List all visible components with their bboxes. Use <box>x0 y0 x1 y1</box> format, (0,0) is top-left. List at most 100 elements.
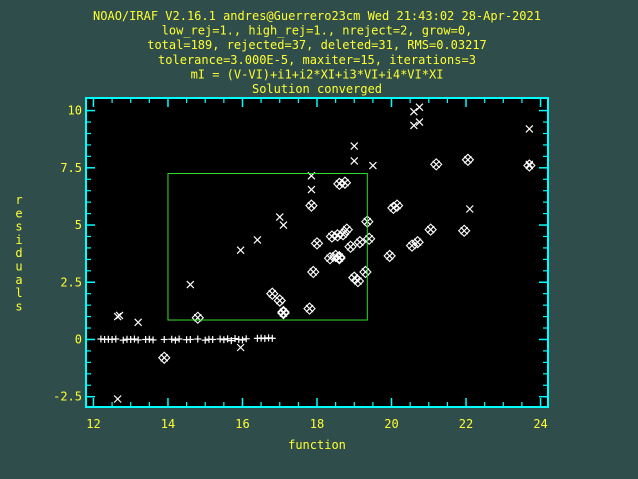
rejected-point <box>429 158 443 171</box>
rejected-point <box>157 351 171 365</box>
deleted-point <box>409 121 418 130</box>
x-axis-label: function <box>288 438 346 452</box>
selection-box-group <box>167 173 368 321</box>
y-axis-label-letter: d <box>15 246 22 260</box>
kept-point <box>168 335 176 343</box>
deleted-point <box>279 221 288 229</box>
rejected-point <box>333 250 346 264</box>
kept-point <box>145 335 153 343</box>
x-tick-label: 22 <box>459 417 473 431</box>
kept-point <box>149 336 157 344</box>
rejected-point <box>411 235 424 249</box>
kept-point <box>194 335 202 343</box>
kept-point <box>224 335 232 343</box>
rejected-point <box>310 237 324 250</box>
kept-point <box>261 335 269 343</box>
rejected-point <box>323 251 337 265</box>
kept-point <box>186 335 194 343</box>
kept-point <box>119 336 127 344</box>
rejected-point <box>306 265 320 279</box>
kept-point <box>220 336 228 344</box>
y-axis-label-letter: e <box>15 206 22 220</box>
selection-box[interactable] <box>167 173 368 321</box>
kept-point <box>242 335 250 343</box>
deleted-point <box>525 124 534 133</box>
y-axis-label-letter: l <box>15 286 22 300</box>
rejected-point <box>331 229 344 242</box>
y-axis-label-letter: s <box>15 220 22 234</box>
rejected-point <box>390 199 404 212</box>
kept-point <box>160 335 168 343</box>
deleted-point <box>415 118 424 126</box>
x-tick-label: 20 <box>384 417 398 431</box>
header-line-1: NOAO/IRAF V2.16.1 andres@Guerrero23cm We… <box>93 9 541 23</box>
x-tick-label: 16 <box>235 417 249 431</box>
kept-point <box>171 336 179 344</box>
header-line-6: Solution converged <box>252 82 382 96</box>
y-tick-label: 7.5 <box>60 161 82 175</box>
deleted-point <box>275 213 284 221</box>
kept-point <box>201 336 209 344</box>
deleted-point <box>115 311 124 320</box>
y-axis-label-letter: s <box>15 299 22 313</box>
deleted-point <box>134 318 143 327</box>
kept-point <box>130 335 138 343</box>
rejected-point <box>353 235 367 249</box>
kept-point <box>227 337 235 345</box>
kept-point <box>175 335 183 343</box>
y-tick-label: 10 <box>68 104 82 118</box>
rejected-point <box>344 240 357 254</box>
x-tick-label: 18 <box>310 417 324 431</box>
y-tick-label: 0 <box>75 332 82 346</box>
y-tick-label: -2.5 <box>53 390 82 404</box>
deleted-point <box>350 142 359 150</box>
deleted-point <box>253 235 262 244</box>
kept-point <box>209 335 217 343</box>
x-tick-label: 14 <box>161 417 175 431</box>
deleted-point <box>368 161 377 170</box>
plot-area[interactable] <box>86 98 548 407</box>
deleted-point <box>350 157 359 165</box>
y-axis-label-letter: r <box>15 193 22 207</box>
header-line-2: low_rej=1., high_rej=1., nreject=2, grow… <box>162 24 473 38</box>
deleted-point <box>307 185 316 194</box>
deleted-point <box>236 343 245 352</box>
rejected-point <box>457 224 471 238</box>
deleted-point <box>186 280 195 289</box>
x-tick-label: 12 <box>86 417 100 431</box>
deleted-point <box>415 103 424 112</box>
kept-point <box>134 336 142 344</box>
rejected-point <box>523 159 536 172</box>
kept-point <box>268 334 276 342</box>
rejected-point <box>305 199 318 212</box>
deleted-point <box>113 395 122 403</box>
rejected-point <box>383 249 396 263</box>
y-tick-label: 5 <box>75 218 82 232</box>
header-line-5: mI = (V-VI)+i1+i2*XI+i3*VI+i4*VI*XI <box>191 67 444 81</box>
kept-point <box>231 335 239 343</box>
data-marks <box>97 103 536 403</box>
y-axis-label-letter: u <box>15 260 22 274</box>
deleted-point <box>465 205 474 213</box>
rejected-point <box>266 287 279 300</box>
header-line-3: total=189, rejected=37, deleted=31, RMS=… <box>147 38 487 52</box>
kept-point <box>238 336 246 344</box>
plot-header: NOAO/IRAF V2.16.1 andres@Guerrero23cm We… <box>93 9 541 96</box>
x-tick-label: 24 <box>533 417 547 431</box>
y-axis-label-letter: a <box>15 273 22 287</box>
y-tick-label: 2.5 <box>60 275 82 289</box>
rejected-point <box>461 153 475 167</box>
kept-point <box>112 335 120 343</box>
rejected-point <box>340 223 354 236</box>
header-line-4: tolerance=3.000E-5, maxiter=15, iteratio… <box>158 53 476 67</box>
rejected-point <box>351 274 365 288</box>
deleted-point <box>409 107 418 116</box>
axis-ticks: 12 14 16 18 20 22 24 -2.5 0 2.5 5 7.5 10 <box>53 98 548 431</box>
rejected-point <box>273 294 287 307</box>
rejected-point <box>424 223 437 236</box>
deleted-point <box>236 246 245 255</box>
y-axis-label-letter: i <box>15 233 22 247</box>
kept-point <box>216 335 224 343</box>
